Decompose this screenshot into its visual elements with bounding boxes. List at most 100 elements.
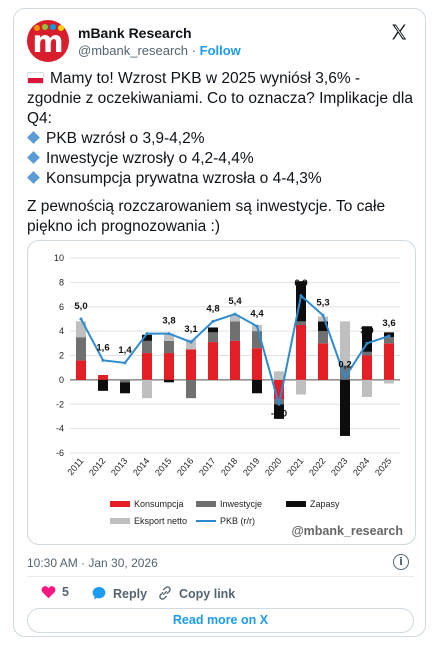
data-label: 3,8: [162, 316, 175, 327]
bar-inwestycje: [230, 321, 240, 341]
data-label: 5,3: [316, 297, 329, 308]
separator: ·: [191, 43, 196, 58]
gdp-chart: -6 -4 -2 0 2 4 6 8 10 5,0 1,6 1,4 3,8 3,1 4,8 5,4 4,4 -2,…: [54, 253, 400, 526]
x-tick-label: 2014: [131, 456, 152, 478]
link-icon: [159, 586, 171, 600]
gdp-point: [365, 341, 369, 345]
bar-inwestycje: [252, 331, 262, 349]
gdp-point: [233, 312, 237, 316]
bar-eksport-netto: [274, 371, 284, 380]
bar-inwestycje: [120, 379, 130, 383]
info-icon[interactable]: i: [393, 554, 409, 570]
data-label: 4,4: [250, 308, 264, 319]
y-tick-label: 0: [59, 375, 64, 385]
bar-konsumpcja: [384, 343, 394, 380]
bar-konsumpcja: [76, 360, 86, 380]
gdp-point: [101, 358, 105, 362]
copy-link-button[interactable]: Copy link: [157, 585, 235, 601]
bar-zapasy: [274, 404, 284, 419]
bar-inwestycje: [208, 332, 218, 343]
bar-inwestycje: [318, 331, 328, 344]
bar-eksport-netto: [296, 379, 306, 395]
x-tick-label: 2012: [87, 456, 108, 478]
bar-eksport-netto: [164, 333, 174, 341]
bar-konsumpcja: [230, 340, 240, 380]
author-handle-row: @mbank_research · Follow: [78, 43, 241, 58]
y-tick-label: -2: [56, 399, 64, 409]
legend-swatch: [286, 501, 306, 507]
x-tick-label: 2022: [307, 456, 328, 478]
x-tick-label: 2013: [109, 456, 130, 478]
bar-zapasy: [208, 327, 218, 333]
like-button[interactable]: 5: [41, 585, 69, 599]
tweet-card: m mBank Research @mbank_research · Follo…: [13, 8, 426, 637]
chart-image[interactable]: -6 -4 -2 0 2 4 6 8 10 5,0 1,6 1,4 3,8 3,1 4,8 5,4 4,4 -2,…: [27, 240, 416, 545]
bar-zapasy: [142, 334, 152, 341]
author-handle[interactable]: @mbank_research: [78, 43, 189, 58]
bar-inwestycje: [186, 379, 196, 399]
list-item: PKB wzrósł o 3,9-4,2%: [27, 129, 417, 149]
gdp-point: [145, 332, 149, 336]
bar-inwestycje: [164, 340, 174, 354]
follow-button[interactable]: Follow: [199, 43, 241, 58]
read-more-button[interactable]: Read more on X: [27, 608, 414, 633]
bar-eksport-netto: [340, 321, 350, 366]
bar-eksport-netto: [76, 321, 86, 338]
diamond-bullet-icon: [27, 131, 40, 144]
bar-inwestycje: [362, 351, 372, 356]
legend-label: Inwestycje: [220, 499, 262, 509]
bar-konsumpcja: [142, 353, 152, 380]
tweet-text-intro: Mamy to! Wzrost PKB w 2025 wyniósł 3,6% …: [27, 69, 417, 129]
poland-flag-icon: [27, 72, 44, 84]
y-tick-label: 2: [59, 351, 64, 361]
author-name[interactable]: mBank Research: [78, 25, 192, 41]
y-tick-label: 6: [59, 302, 64, 312]
diamond-bullet-icon: [27, 151, 40, 164]
list-item: Inwestycje wzrosły o 4,2-4,4%: [27, 149, 417, 169]
timestamp[interactable]: 10:30 AM · Jan 30, 2026: [27, 556, 158, 570]
bar-inwestycje: [340, 365, 350, 380]
tweet-line-1: Mamy to! Wzrost PKB w 2025 wyniósł 3,6% …: [27, 70, 413, 127]
bar-eksport-netto: [384, 379, 394, 384]
list-item: Konsumpcja prywatna wzrosła o 4-4,3%: [27, 169, 417, 189]
x-logo-icon[interactable]: [389, 23, 409, 43]
x-tick-label: 2021: [285, 456, 306, 478]
bar-konsumpcja: [208, 342, 218, 380]
bar-zapasy: [362, 326, 372, 352]
heart-icon: [41, 586, 56, 599]
bar-eksport-netto: [142, 379, 152, 399]
bar-konsumpcja: [318, 343, 328, 380]
copy-link-label: Copy link: [179, 587, 236, 601]
legend-label: Eksport netto: [134, 516, 187, 526]
y-tick-label: 8: [59, 277, 64, 287]
bar-eksport-netto: [362, 379, 372, 397]
bar-konsumpcja: [296, 325, 306, 380]
divider: [27, 576, 414, 577]
bullet-list: PKB wzrósł o 3,9-4,2% Inwestycje wzrosły…: [27, 129, 417, 189]
bar-eksport-netto: [186, 339, 196, 350]
bar-zapasy: [296, 281, 306, 322]
data-label: 3,1: [184, 324, 198, 335]
legend-label: Zapasy: [310, 499, 340, 509]
x-tick-label: 2025: [373, 456, 394, 478]
bar-inwestycje: [384, 337, 394, 344]
gdp-point: [123, 361, 127, 365]
data-label: 6,9: [294, 278, 307, 289]
bar-zapasy: [252, 379, 262, 394]
gdp-point: [321, 313, 325, 317]
data-label: 5,4: [228, 296, 242, 307]
data-label: 1,4: [118, 345, 132, 356]
reply-button[interactable]: Reply: [91, 585, 147, 601]
data-label: 1,6: [96, 342, 109, 353]
data-label: 3,0: [360, 325, 373, 336]
gdp-point: [79, 317, 83, 321]
bar-konsumpcja: [252, 348, 262, 380]
bar-konsumpcja: [186, 349, 196, 380]
gdp-point: [299, 294, 303, 298]
avatar[interactable]: m: [27, 20, 69, 62]
data-label: 0,2: [338, 359, 351, 370]
x-tick-label: 2019: [241, 456, 262, 478]
chart-watermark: @mbank_research: [291, 524, 403, 538]
gdp-point: [387, 334, 391, 338]
bar-zapasy: [340, 379, 350, 436]
